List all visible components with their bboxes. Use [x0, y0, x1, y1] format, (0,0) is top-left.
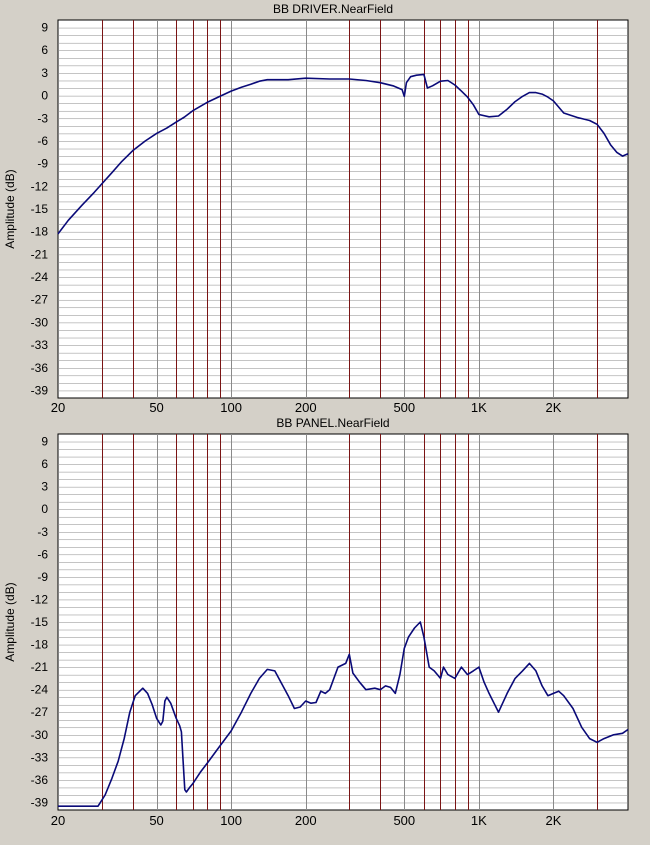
chart-1-plot-area — [57, 19, 629, 399]
chart-1-y-tick-label: -18 — [31, 225, 49, 239]
chart-1-x-tick-label: 200 — [295, 400, 317, 415]
chart-1-y-tick-label: 9 — [41, 21, 48, 35]
chart-2-y-tick-label: -9 — [37, 570, 48, 584]
chart-2-y-tick-label: -15 — [31, 615, 49, 629]
chart-1-y-axis-label: Amplitude (dB) — [3, 169, 17, 248]
chart-1-x-tick-label: 50 — [149, 400, 163, 415]
chart-1-series-line-1 — [57, 73, 629, 235]
chart-1-y-tick-label: -30 — [31, 315, 49, 329]
chart-2-series-line-1 — [58, 621, 629, 807]
chart-1-y-tick-label: -24 — [31, 270, 49, 284]
chart-2-y-tick-label: -36 — [31, 773, 49, 787]
chart-1-y-tick-label: 6 — [41, 43, 48, 57]
chart-1-title: BB DRIVER.NearField — [273, 2, 393, 16]
chart-2-x-tick-label: 50 — [149, 813, 163, 828]
chart-2-title: BB PANEL.NearField — [276, 416, 389, 430]
chart-2-y-tick-label: -30 — [31, 728, 49, 742]
chart-2-plot-area — [57, 433, 629, 811]
chart-1-x-tick-label: 500 — [393, 400, 415, 415]
chart-1-x-tick-label: 100 — [220, 400, 242, 415]
chart-2-y-tick-label: -3 — [37, 525, 48, 539]
chart-1-x-tick-label: 2K — [545, 400, 561, 415]
chart-2-x-tick-label: 200 — [295, 813, 317, 828]
chart-2-x-tick-label: 20 — [51, 813, 65, 828]
chart-2-x-tick-label: 2K — [545, 813, 561, 828]
chart-2-y-tick-label: 6 — [41, 457, 48, 471]
chart-1: BB DRIVER.NearField 9 6 3 0 -3 -6 -9 -12 -15 -18 -2… — [3, 2, 629, 415]
chart-1-y-tick-label: 3 — [41, 66, 48, 80]
chart-2-x-tick-label: 1K — [471, 813, 487, 828]
chart-2-y-tick-label: -18 — [31, 638, 49, 652]
chart-2-y-tick-label: -39 — [31, 795, 49, 809]
chart-2: BB PANEL.NearField 9 6 3 0 -3 -6 -9 -12 -15 -18 -21… — [3, 416, 629, 828]
chart-1-y-tick-label: -33 — [31, 338, 49, 352]
chart-2-y-tick-label: 9 — [41, 435, 48, 449]
chart-2-y-tick-label: 0 — [41, 502, 48, 516]
chart-1-y-tick-label: -15 — [31, 202, 49, 216]
chart-2-y-tick-label: -24 — [31, 683, 49, 697]
chart-1-y-tick-label: -9 — [37, 157, 48, 171]
chart-1-y-tick-label: -12 — [31, 179, 49, 193]
chart-1-y-tick-label: -27 — [31, 293, 49, 307]
chart-1-y-tick-label: -3 — [37, 111, 48, 125]
chart-2-y-tick-label: -6 — [37, 547, 48, 561]
chart-2-y-tick-label: -27 — [31, 705, 49, 719]
chart-2-y-axis-label: Amplitude (dB) — [3, 582, 17, 661]
chart-1-y-tick-label: -21 — [31, 247, 49, 261]
chart-1-x-tick-label: 20 — [51, 400, 65, 415]
chart-1-x-tick-label: 1K — [471, 400, 487, 415]
chart-1-y-tick-label: -36 — [31, 361, 49, 375]
chart-2-y-tick-label: -12 — [31, 592, 49, 606]
chart-1-y-tick-label: -39 — [31, 383, 49, 397]
chart-2-y-tick-label: -21 — [31, 660, 49, 674]
chart-2-x-tick-label: 500 — [393, 813, 415, 828]
chart-2-x-tick-label: 100 — [220, 813, 242, 828]
chart-2-y-tick-label: 3 — [41, 480, 48, 494]
chart-1-y-tick-label: 0 — [41, 89, 48, 103]
chart-1-y-tick-label: -6 — [37, 134, 48, 148]
chart-2-y-tick-label: -33 — [31, 750, 49, 764]
